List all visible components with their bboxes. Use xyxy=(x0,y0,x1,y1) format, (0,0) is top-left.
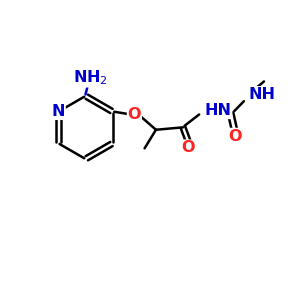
Text: NH$_2$: NH$_2$ xyxy=(73,68,107,87)
Text: N: N xyxy=(52,104,65,119)
Text: HN: HN xyxy=(205,103,232,118)
Text: NH: NH xyxy=(249,87,276,102)
Text: O: O xyxy=(128,106,141,122)
Text: O: O xyxy=(182,140,195,155)
Text: O: O xyxy=(228,128,241,143)
